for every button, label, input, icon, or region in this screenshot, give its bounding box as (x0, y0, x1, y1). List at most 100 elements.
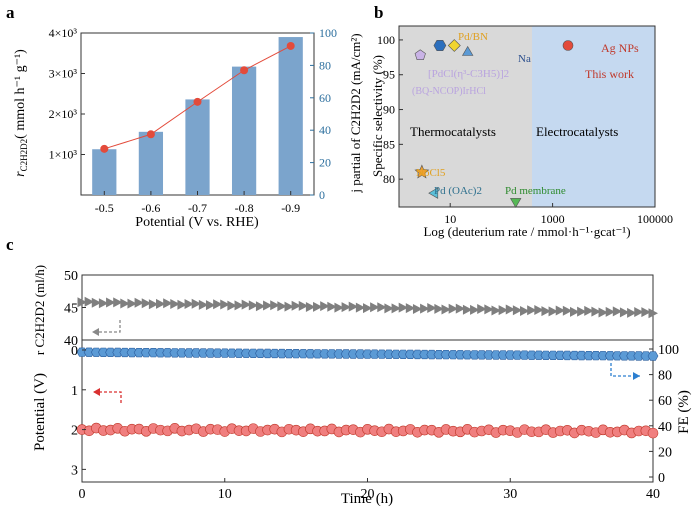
fe-marker-73 (597, 351, 609, 361)
c-x-tick-label-10: 10 (218, 487, 232, 502)
y2-tick-label-20: 20 (319, 156, 331, 170)
panel-a-ylabel: rC2H2D2( mmol h⁻¹ g⁻¹) (13, 49, 29, 177)
scatter-point-0 (414, 49, 426, 61)
panel-b-frame (398, 25, 656, 208)
panel-a-xlabel: Potential (V vs. RHE) (135, 215, 259, 230)
fe-marker-54 (462, 350, 473, 360)
y2-tick-label-60: 60 (319, 91, 331, 105)
fe-marker-49 (426, 349, 438, 360)
rate-marker-53 (455, 303, 466, 314)
top-y-tick-label-45: 45 (64, 302, 78, 317)
panel-label-a: a (6, 3, 15, 22)
fe-marker-68 (561, 350, 573, 361)
panel-b-ylabel: Specific selectivity (%) (370, 55, 385, 177)
rate-marker-48 (420, 303, 430, 314)
panel-c-right-ylabel: FE (%) (676, 390, 692, 434)
electrocatalysts-label: Electrocatalysts (536, 124, 618, 139)
c-x-tick-label-40: 40 (646, 487, 660, 502)
bar--0.7 (185, 99, 210, 195)
rate-marker-35 (327, 301, 337, 312)
fe-marker-11 (155, 348, 166, 358)
rate-marker-12 (163, 298, 173, 309)
scatter-point-3 (461, 45, 474, 56)
fe-marker-35 (326, 349, 338, 359)
fe-marker-70 (576, 350, 587, 361)
fe-marker-2 (90, 347, 102, 357)
y-tick-label-2: 3×10³ (49, 67, 78, 81)
fe-marker-25 (255, 348, 266, 359)
rate-marker-33 (313, 301, 323, 312)
c-x-tick-label-30: 30 (503, 487, 517, 502)
rate-marker-24 (248, 300, 259, 311)
fe-marker-59 (497, 350, 509, 360)
potential-marker-80 (647, 427, 659, 439)
bar--0.9 (278, 37, 303, 195)
rate-marker-11 (156, 298, 166, 309)
fe-marker-71 (583, 350, 595, 361)
b-y-tick-label-80: 80 (383, 172, 395, 186)
fe-marker-5 (112, 347, 124, 358)
fe-marker-36 (333, 349, 345, 359)
fe-marker-61 (512, 350, 523, 360)
fe-marker-56 (476, 350, 488, 360)
rate-marker-29 (284, 301, 294, 312)
fe-marker-10 (148, 347, 159, 358)
fe-marker-14 (176, 348, 188, 358)
fe-marker-55 (469, 350, 480, 360)
rate-marker-21 (227, 300, 237, 311)
rate-marker-7 (127, 298, 137, 309)
top-axis-arrow-head (92, 328, 99, 336)
fe-marker-18 (205, 348, 216, 358)
panel-label-c: c (6, 235, 14, 254)
fe-marker-72 (590, 350, 602, 361)
fe-marker-46 (404, 349, 416, 360)
rate-marker-64 (534, 305, 544, 316)
left-y-tick-label-2: 2 (71, 424, 78, 439)
pdcl-annotation: [PdCl(η³-C3H5)]2 (428, 68, 509, 80)
rate-marker-40 (363, 303, 373, 314)
panel-a-chart: 1×10³ 2×10³ 3×10³ 4×10³ 0 20 40 60 80 100 -0.5 -0… (13, 26, 363, 230)
fe-marker-7 (126, 347, 138, 358)
left-y-tick-label-3: 3 (71, 463, 78, 478)
rate-marker-73 (598, 307, 609, 318)
bar--0.6 (138, 131, 164, 195)
rate-marker-27 (270, 300, 280, 311)
right-y-tick-label-0: 0 (658, 471, 665, 486)
rate-marker-63 (527, 305, 537, 316)
rate-marker-49 (427, 303, 437, 314)
fe-marker-9 (140, 347, 152, 358)
b-y-tick-label-95: 95 (383, 68, 395, 82)
top-y-tick-label-50: 50 (64, 269, 78, 284)
b-y-tick-label-90: 90 (383, 103, 395, 117)
left-y-tick-label-1: 1 (71, 384, 78, 399)
fe-marker-53 (454, 350, 466, 360)
rate-marker-47 (412, 304, 423, 315)
panel-b-xlabel: Log (deuterium rate / mmol·h⁻¹·gcat⁻¹) (423, 224, 630, 239)
rate-marker-52 (448, 303, 459, 314)
rate-marker-17 (198, 299, 209, 310)
scatter-point-2 (447, 39, 461, 52)
fe-marker-52 (447, 350, 459, 360)
rate-marker-75 (612, 306, 623, 317)
rate-marker-46 (405, 303, 416, 314)
fe-marker-30 (290, 348, 302, 359)
line-point--0.7 (193, 97, 202, 106)
fe-marker-12 (162, 348, 173, 358)
right-y-tick-label-60: 60 (658, 394, 672, 409)
rate-marker-4 (106, 297, 116, 308)
fe-marker-3 (98, 347, 109, 358)
x-tick-label--0.7: -0.7 (188, 201, 207, 215)
rate-marker-25 (255, 301, 266, 312)
rate-marker-30 (291, 300, 302, 311)
rate-marker-66 (548, 306, 559, 317)
line-point--0.6 (146, 130, 155, 139)
rate-marker-6 (120, 298, 130, 309)
scatter-point-6 (428, 187, 439, 199)
right-y-tick-label-20: 20 (658, 445, 672, 460)
rate-marker-39 (355, 302, 366, 313)
x-tick-label--0.6: -0.6 (141, 201, 160, 215)
bar--0.5 (92, 149, 117, 195)
fe-marker-67 (554, 350, 566, 361)
electrocatalysts-region (532, 26, 655, 207)
